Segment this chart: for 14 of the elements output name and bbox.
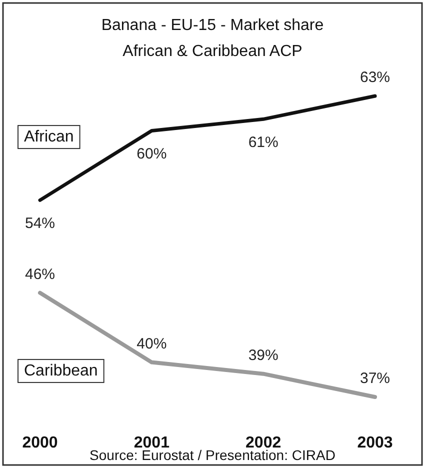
- chart-title: Banana - EU-15 - Market share: [101, 17, 324, 34]
- chart-subtitle: African & Caribbean ACP: [122, 43, 302, 60]
- data-label: 40%: [136, 335, 167, 352]
- data-label: 63%: [360, 69, 390, 86]
- series-label: Caribbean: [24, 362, 98, 380]
- series-label: African: [24, 128, 74, 146]
- data-label: 61%: [248, 134, 278, 152]
- x-tick-label: 2003: [357, 434, 393, 452]
- data-label: 60%: [136, 146, 167, 163]
- data-label: 54%: [24, 215, 56, 232]
- data-label: 37%: [360, 370, 390, 387]
- data-label: 46%: [24, 266, 56, 283]
- x-tick-label: 2000: [22, 434, 58, 452]
- data-label: 39%: [248, 346, 278, 364]
